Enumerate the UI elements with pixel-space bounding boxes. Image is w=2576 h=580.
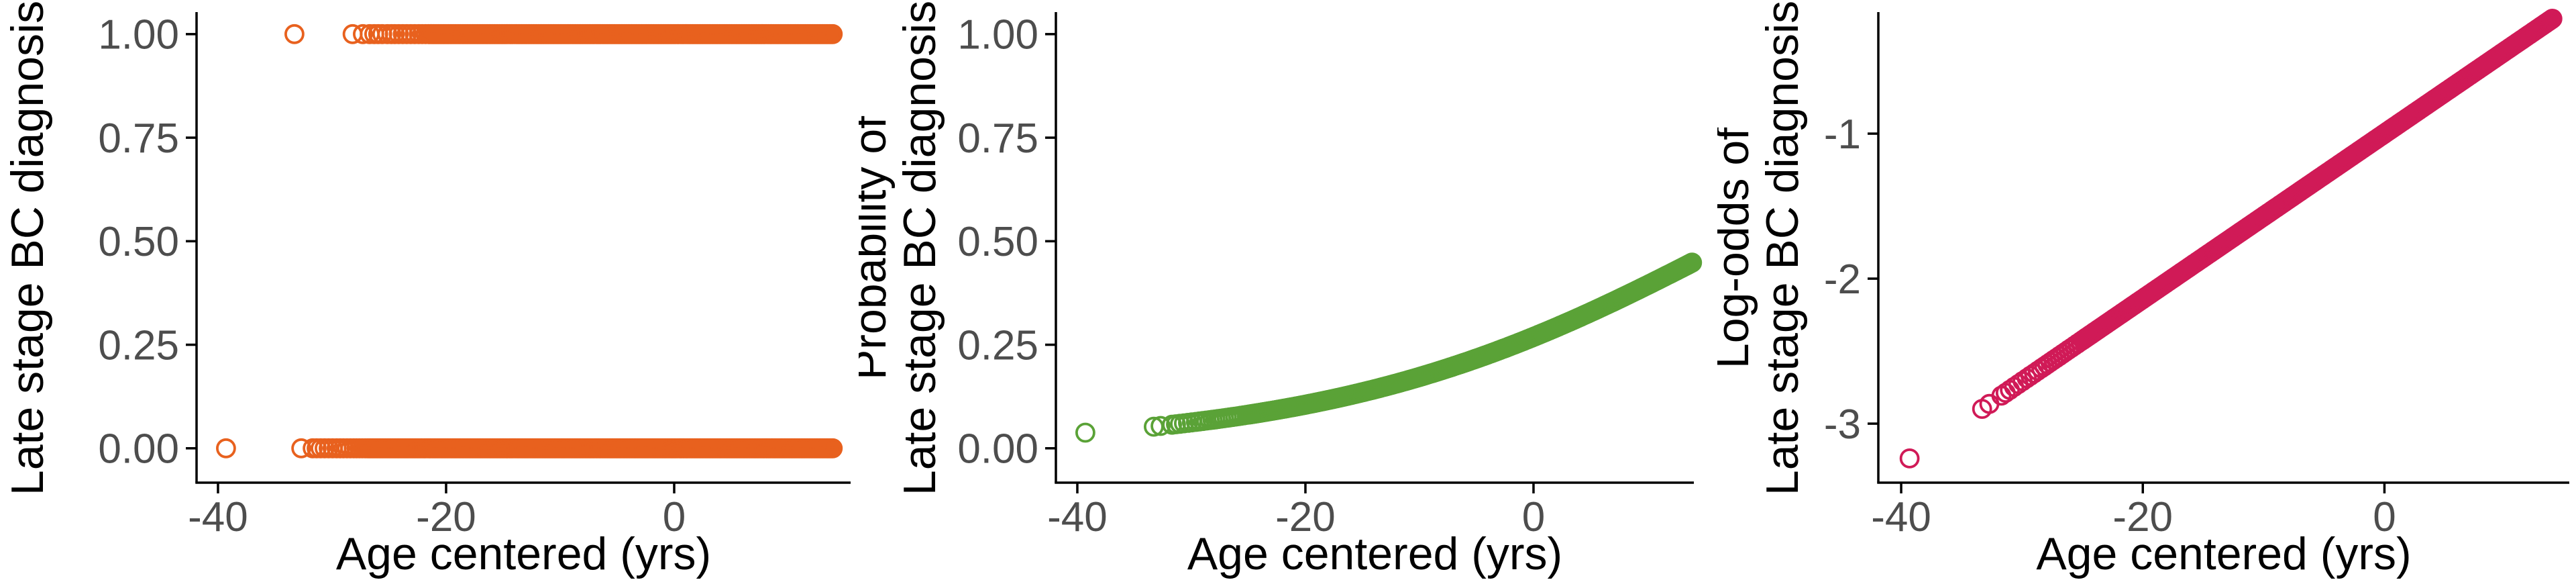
points-layer — [215, 23, 843, 458]
y-tick-label: 0.00 — [98, 426, 179, 472]
axes-layer: -40 -20 0 0.00 0.25 0.50 0.75 1.00 Age centered … — [859, 1, 1694, 579]
data-point — [822, 438, 843, 458]
axes-layer: -40 -20 0 -1 -2 -3 Age centered (yrs) Log-odds … — [1717, 1, 2569, 579]
y-tick-label: 0.75 — [98, 115, 179, 162]
y-axis-title-line: Probability of — [859, 116, 896, 380]
x-tick-label: 0 — [2373, 494, 2396, 540]
data-point — [353, 23, 373, 44]
y-tick-label: -2 — [1824, 256, 1861, 303]
panel-observed-response: -40 -20 0 0.00 0.25 0.50 0.75 1.00 Age centered … — [0, 0, 859, 580]
y-tick-label: -3 — [1824, 401, 1861, 448]
y-tick-label: 0.50 — [957, 219, 1038, 265]
panel-log-odds: -40 -20 0 -1 -2 -3 Age centered (yrs) Log-odds … — [1717, 0, 2576, 580]
y-tick-label: 0.25 — [957, 322, 1038, 369]
panel-fitted-probability: -40 -20 0 0.00 0.25 0.50 0.75 1.00 Age centered … — [859, 0, 1717, 580]
y-tick-label: -1 — [1824, 111, 1861, 158]
x-tick-label: 0 — [1522, 494, 1545, 540]
points-layer — [1075, 252, 1703, 443]
points-layer — [1899, 8, 2563, 469]
x-tick-label: -40 — [188, 494, 248, 540]
y-tick-label: 0.50 — [98, 219, 179, 265]
x-axis-title: Age centered (yrs) — [336, 528, 711, 579]
data-point — [284, 23, 305, 44]
x-tick-label: 0 — [663, 494, 686, 540]
data-point — [1899, 448, 1920, 469]
panel-background — [859, 0, 1717, 580]
log-odds-chart: -40 -20 0 -1 -2 -3 Age centered (yrs) Log-odds … — [1717, 0, 2576, 580]
y-tick-label: 1.00 — [98, 12, 179, 58]
y-tick-label: 0.25 — [98, 322, 179, 369]
data-point — [822, 23, 843, 44]
y-tick-label: 0.75 — [957, 115, 1038, 162]
x-tick-label: -40 — [1871, 494, 1931, 540]
x-tick-label: -20 — [1275, 494, 1336, 540]
axes-layer: -40 -20 0 0.00 0.25 0.50 0.75 1.00 Age centered … — [2, 1, 851, 579]
data-point — [1075, 422, 1095, 443]
y-tick-label: 0.00 — [957, 426, 1038, 472]
y-tick-label: 1.00 — [957, 12, 1038, 58]
observed-response-chart: -40 -20 0 0.00 0.25 0.50 0.75 1.00 Age centered … — [0, 0, 859, 580]
y-axis-title-line: Log-odds of — [1717, 128, 1758, 369]
x-tick-label: -40 — [1047, 494, 1108, 540]
x-axis-title: Age centered (yrs) — [1187, 528, 1562, 579]
fitted-probability-chart: -40 -20 0 0.00 0.25 0.50 0.75 1.00 Age centered … — [859, 0, 1717, 580]
data-point — [2542, 8, 2563, 29]
x-tick-label: -20 — [416, 494, 476, 540]
data-point — [291, 438, 312, 458]
y-axis-title-line: Late stage BC diagnosis — [1757, 1, 1808, 495]
panel-background — [0, 0, 859, 580]
data-point — [215, 438, 236, 458]
y-axis-title-line: Late stage BC diagnosis — [894, 1, 945, 495]
y-axis-title-line: Late stage BC diagnosis — [2, 1, 53, 495]
x-axis-title: Age centered (yrs) — [2036, 528, 2411, 579]
data-point — [1150, 416, 1171, 436]
data-point — [1682, 252, 1703, 273]
x-tick-label: -20 — [2112, 494, 2173, 540]
